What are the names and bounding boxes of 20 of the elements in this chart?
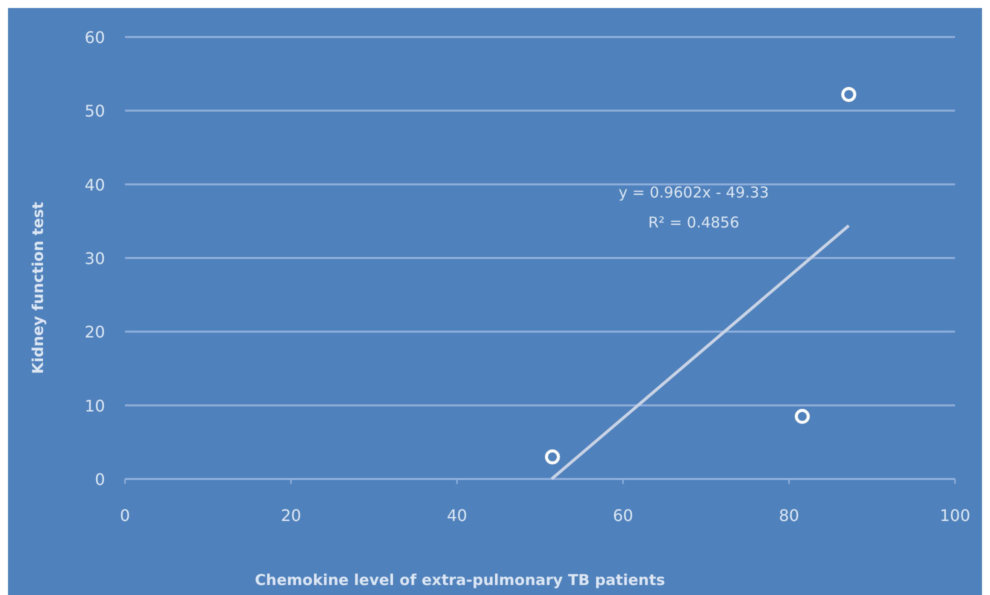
- y-tick-label: 60: [84, 28, 105, 47]
- y-tick-label: 30: [84, 249, 105, 268]
- annotation: R² = 0.4856: [648, 214, 740, 232]
- x-tick-label: 100: [940, 506, 970, 525]
- point: [841, 86, 856, 102]
- x-axis-title: Chemokine level of extra-pulmonary TB patients: [254, 571, 666, 589]
- x-tick-label: 80: [778, 506, 800, 525]
- y-axis-title: Kidney function test: [29, 202, 47, 374]
- y-tick-label: 10: [84, 396, 105, 416]
- annotation: y = 0.9602x - 49.33: [618, 184, 769, 202]
- y-tick-label: 40: [84, 175, 105, 194]
- x-tick-label: 0: [120, 506, 130, 525]
- point: [544, 449, 560, 464]
- y-tick-label: 0: [94, 470, 105, 489]
- x-tick-label: 60: [612, 506, 634, 525]
- x-tick-label: 20: [280, 506, 302, 525]
- y-tick-label: 50: [84, 102, 105, 121]
- x-tick-label: 40: [446, 506, 468, 525]
- point: [794, 408, 810, 424]
- y-tick-label: 20: [84, 322, 105, 342]
